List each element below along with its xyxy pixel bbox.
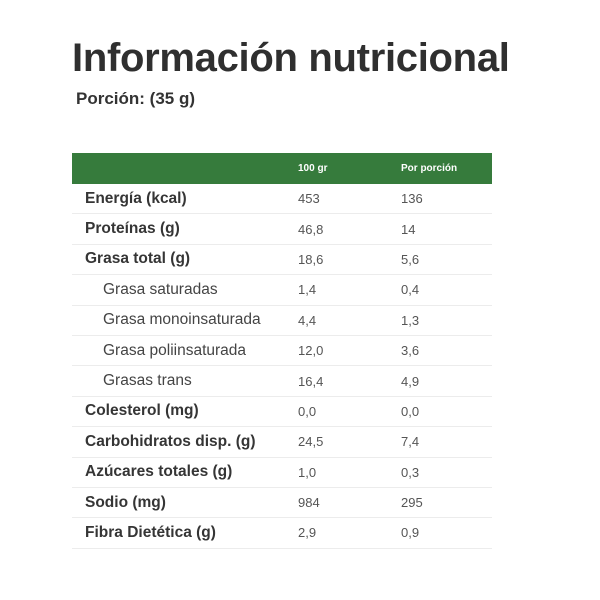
table-row: Carbohidratos disp. (g) 24,5 7,4 xyxy=(72,427,492,458)
table-row: Colesterol (mg) 0,0 0,0 xyxy=(72,397,492,428)
header-per-100g: 100 gr xyxy=(298,163,328,174)
value-per-100g: 24,5 xyxy=(298,434,324,450)
value-per-100g: 1,0 xyxy=(298,464,317,480)
nutrient-label: Energía (kcal) xyxy=(85,189,187,207)
table-row: Azúcares totales (g) 1,0 0,3 xyxy=(72,458,492,488)
page-title: Información nutricional xyxy=(72,36,510,80)
table-row: Energía (kcal) 453 136 xyxy=(72,184,492,215)
value-per-100g: 984 xyxy=(298,495,320,511)
value-per-100g: 1,4 xyxy=(298,282,317,298)
value-per-100g: 0,0 xyxy=(298,403,317,419)
nutrient-label: Colesterol (mg) xyxy=(85,402,199,420)
value-per-portion: 5,6 xyxy=(401,251,420,267)
value-per-100g: 4,4 xyxy=(298,312,317,328)
nutrient-label: Proteínas (g) xyxy=(85,220,180,238)
nutrient-label: Grasa poliinsaturada xyxy=(103,341,247,359)
nutrient-label: Sodio (mg) xyxy=(85,493,166,511)
nutrition-table: 100 gr Por porción Energía (kcal) 453 13… xyxy=(72,153,492,549)
table-row: Grasa total (g) 18,6 5,6 xyxy=(72,245,492,276)
value-per-portion: 1,3 xyxy=(401,312,420,328)
table-row: Sodio (mg) 984 295 xyxy=(72,488,492,519)
value-per-100g: 18,6 xyxy=(298,251,324,267)
value-per-portion: 0,0 xyxy=(401,403,420,419)
table-row: Grasas trans 16,4 4,9 xyxy=(72,366,492,397)
value-per-100g: 453 xyxy=(298,191,320,207)
nutrient-label: Fibra Dietética (g) xyxy=(85,523,216,541)
value-per-100g: 16,4 xyxy=(298,373,324,389)
value-per-portion: 136 xyxy=(401,191,423,207)
value-per-portion: 0,3 xyxy=(401,464,420,480)
nutrient-label: Azúcares totales (g) xyxy=(85,463,233,481)
value-per-portion: 4,9 xyxy=(401,373,420,389)
nutrient-label: Carbohidratos disp. (g) xyxy=(85,432,256,450)
table-row: Fibra Dietética (g) 2,9 0,9 xyxy=(72,518,492,549)
table-row: Grasa poliinsaturada 12,0 3,6 xyxy=(72,336,492,367)
nutrient-label: Grasa monoinsaturada xyxy=(103,311,261,329)
value-per-portion: 295 xyxy=(401,495,423,511)
table-header: 100 gr Por porción xyxy=(72,153,492,184)
value-per-100g: 12,0 xyxy=(298,343,324,359)
nutrient-label: Grasas trans xyxy=(103,372,192,390)
header-per-portion: Por porción xyxy=(401,163,458,174)
value-per-100g: 2,9 xyxy=(298,525,317,541)
value-per-portion: 0,4 xyxy=(401,282,420,298)
portion-size: Porción: (35 g) xyxy=(76,89,196,108)
value-per-portion: 7,4 xyxy=(401,434,420,450)
value-per-portion: 3,6 xyxy=(401,343,420,359)
nutrient-label: Grasa saturadas xyxy=(103,280,218,298)
nutrient-label: Grasa total (g) xyxy=(85,250,191,268)
value-per-portion: 0,9 xyxy=(401,525,420,541)
value-per-100g: 46,8 xyxy=(298,221,324,237)
table-row: Proteínas (g) 46,8 14 xyxy=(72,214,492,245)
value-per-portion: 14 xyxy=(401,221,416,237)
table-row: Grasa monoinsaturada 4,4 1,3 xyxy=(72,306,492,336)
table-row: Grasa saturadas 1,4 0,4 xyxy=(72,275,492,306)
